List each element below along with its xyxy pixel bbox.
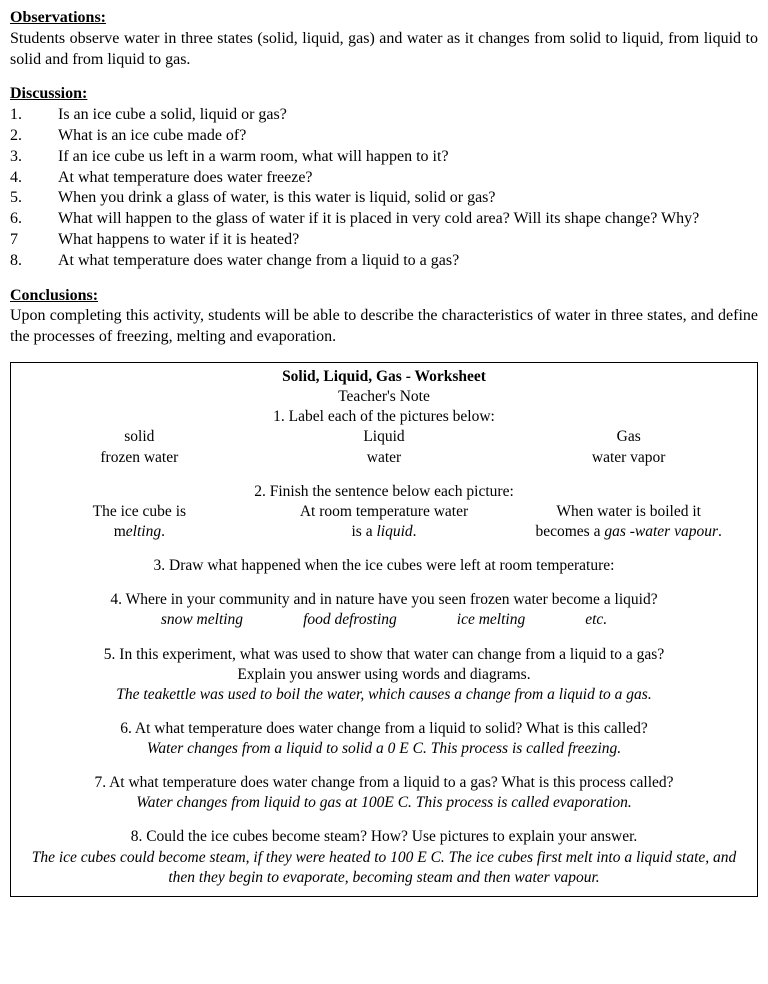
discussion-item: 8.At what temperature does water change … [10, 251, 758, 272]
discussion-item: 6.What will happen to the glass of water… [10, 209, 758, 230]
q1-prompt: 1. Label each of the pictures below: [17, 407, 751, 427]
q1-col2b: water [262, 448, 507, 468]
worksheet-title: Solid, Liquid, Gas - Worksheet [17, 367, 751, 387]
discussion-num: 5. [10, 188, 58, 209]
q1-col3b: water vapor [506, 448, 751, 468]
discussion-text: If an ice cube us left in a warm room, w… [58, 147, 758, 168]
q2-row2: melting. is a liquid. becomes a gas -wat… [17, 522, 751, 542]
discussion-item: 3.If an ice cube us left in a warm room,… [10, 147, 758, 168]
discussion-num: 1. [10, 105, 58, 126]
q2-col3-line1: When water is boiled it [506, 502, 751, 522]
q1-row1: solid Liquid Gas [17, 427, 751, 447]
discussion-item: 4.At what temperature does water freeze? [10, 168, 758, 189]
q4-ans-c: ice melting [457, 610, 525, 630]
q2-col2-line1: At room temperature water [262, 502, 507, 522]
q6-prompt: 6. At what temperature does water change… [17, 719, 751, 739]
q4-prompt: 4. Where in your community and in nature… [17, 590, 751, 610]
q3-prompt: 3. Draw what happened when the ice cubes… [17, 556, 751, 576]
discussion-item: 5.When you drink a glass of water, is th… [10, 188, 758, 209]
q2-row1: The ice cube is At room temperature wate… [17, 502, 751, 522]
worksheet-subtitle: Teacher's Note [17, 387, 751, 407]
discussion-item: 1.Is an ice cube a solid, liquid or gas? [10, 105, 758, 126]
discussion-num: 4. [10, 168, 58, 189]
conclusions-section: Conclusions: Upon completing this activi… [10, 286, 758, 348]
q1-col1b: frozen water [17, 448, 262, 468]
discussion-heading: Discussion: [10, 84, 758, 105]
discussion-text: Is an ice cube a solid, liquid or gas? [58, 105, 758, 126]
discussion-text: At what temperature does water freeze? [58, 168, 758, 189]
q1-row2: frozen water water water vapor [17, 448, 751, 468]
q6-answer: Water changes from a liquid to solid a 0… [17, 739, 751, 759]
q1-col1: solid [17, 427, 262, 447]
discussion-num: 8. [10, 251, 58, 272]
q2-col3-line2: becomes a gas -water vapour. [506, 522, 751, 542]
discussion-text: When you drink a glass of water, is this… [58, 188, 758, 209]
q2-col1-line1: The ice cube is [17, 502, 262, 522]
discussion-num: 3. [10, 147, 58, 168]
q1-col2: Liquid [262, 427, 507, 447]
discussion-text: What happens to water if it is heated? [58, 230, 758, 251]
q2-col2-line2: is a liquid. [262, 522, 507, 542]
conclusions-text: Upon completing this activity, students … [10, 306, 758, 348]
conclusions-heading: Conclusions: [10, 286, 758, 307]
q2-prompt: 2. Finish the sentence below each pictur… [17, 482, 751, 502]
discussion-num: 7 [10, 230, 58, 251]
q5-answer: The teakettle was used to boil the water… [17, 685, 751, 705]
q4-ans-a: snow melting [161, 610, 243, 630]
discussion-text: At what temperature does water change fr… [58, 251, 758, 272]
observations-heading: Observations: [10, 8, 758, 29]
q4-ans-b: food defrosting [303, 610, 397, 630]
q7-prompt: 7. At what temperature does water change… [17, 773, 751, 793]
q4-answers: snow melting food defrosting ice melting… [17, 610, 751, 630]
discussion-item: 2.What is an ice cube made of? [10, 126, 758, 147]
q2-col1-line2: melting. [17, 522, 262, 542]
q8-prompt: 8. Could the ice cubes become steam? How… [17, 827, 751, 847]
discussion-num: 6. [10, 209, 58, 230]
q4-ans-d: etc. [585, 610, 607, 630]
discussion-section: Discussion: 1.Is an ice cube a solid, li… [10, 84, 758, 271]
observations-text: Students observe water in three states (… [10, 29, 758, 71]
discussion-text: What will happen to the glass of water i… [58, 209, 758, 230]
observations-section: Observations: Students observe water in … [10, 8, 758, 70]
discussion-text: What is an ice cube made of? [58, 126, 758, 147]
discussion-list: 1.Is an ice cube a solid, liquid or gas?… [10, 105, 758, 271]
q1-col3: Gas [506, 427, 751, 447]
worksheet-box: Solid, Liquid, Gas - Worksheet Teacher's… [10, 362, 758, 897]
q7-answer: Water changes from liquid to gas at 100E… [17, 793, 751, 813]
q5-prompt: 5. In this experiment, what was used to … [17, 645, 751, 665]
discussion-item: 7What happens to water if it is heated? [10, 230, 758, 251]
q8-answer: The ice cubes could become steam, if the… [17, 848, 751, 888]
discussion-num: 2. [10, 126, 58, 147]
q5-sub: Explain you answer using words and diagr… [17, 665, 751, 685]
